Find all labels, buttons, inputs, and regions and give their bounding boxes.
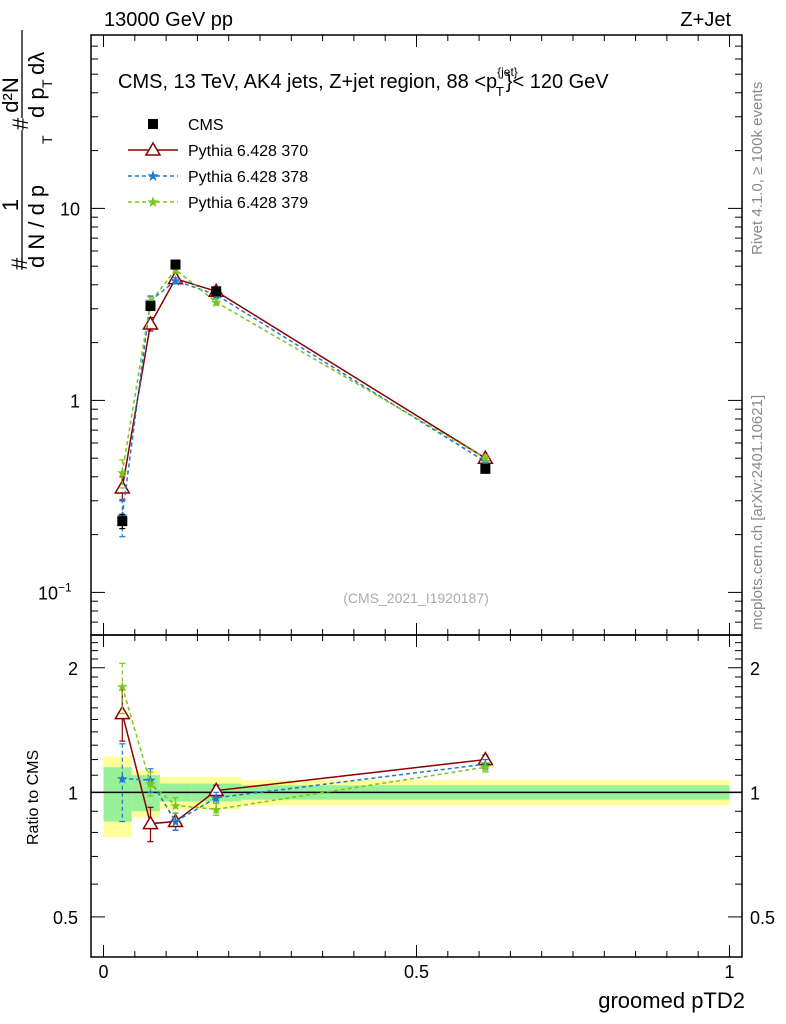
p379-point: ★: [116, 679, 129, 695]
legend-marker-cms: [148, 119, 158, 129]
main-plot-data: ★★★★★★★★★★: [113, 259, 494, 538]
stat-uncertainty-band: [103, 767, 132, 822]
y-tick-label-ratio: 2: [68, 659, 78, 679]
y-tick-label-ratio-right: 0.5: [750, 908, 775, 928]
cms-point: [145, 301, 156, 312]
legend-marker-p379: ★: [146, 194, 159, 211]
main-title: CMS, 13 TeV, AK4 jets, Z+jet region, 88 …: [118, 65, 609, 99]
header-right: Z+Jet: [680, 9, 731, 31]
y-tick-label-main-exp: −1: [58, 580, 72, 594]
cms-point: [170, 259, 181, 270]
x-tick-label: 0: [99, 962, 109, 982]
p379-point: ★: [169, 797, 182, 813]
legend-label-p370: Pythia 6.428 370: [188, 143, 308, 160]
x-tick-label: 0.5: [404, 962, 429, 982]
ylabel-num1: 1: [0, 199, 23, 211]
y-tick-label-main: 10: [38, 583, 58, 603]
legend-marker-p370: [144, 141, 162, 156]
legend-label-cms: CMS: [188, 117, 224, 134]
ratio-y-label: Ratio to CMS: [25, 750, 42, 845]
ylabel-hash2: #: [8, 117, 33, 130]
x-axis-label: groomed pTD2: [598, 988, 745, 1013]
ylabel-sub2: T: [39, 79, 55, 88]
uncertainty-bands: [91, 756, 742, 837]
main-y-label: # 1 d N / d p T # d²N d p T dλ: [0, 30, 55, 270]
title-sup: {jet}: [497, 65, 518, 79]
title-main-part: CMS, 13 TeV, AK4 jets, Z+jet region, 88 …: [118, 71, 497, 93]
p370-point: [142, 815, 159, 830]
p370-line: [121, 277, 486, 489]
ratio-plot-data: ★ ★★★★★★★ ★★: [113, 662, 494, 843]
rivet-label: Rivet 4.1.0, ≥ 100k events: [749, 82, 766, 255]
p378-point: ★: [169, 273, 182, 289]
p378-line: [121, 279, 486, 517]
y-tick-label-ratio: 0.5: [53, 908, 78, 928]
y-tick-label-ratio-right: 1: [750, 783, 760, 803]
ylabel-end2: dλ: [24, 52, 49, 75]
cms-point: [211, 286, 222, 297]
watermark: (CMS_2021_I1920187): [343, 590, 489, 606]
p378-point: ★: [210, 790, 223, 806]
p378-point: ★: [169, 814, 182, 830]
p379-point: ★: [210, 294, 223, 310]
legend-marker-p378: ★: [146, 168, 159, 185]
y-tick-label-ratio: 1: [68, 783, 78, 803]
x-tick-label: 1: [724, 962, 734, 982]
legend-label-p379: Pythia 6.428 379: [188, 195, 308, 212]
title-sub: T: [496, 84, 504, 99]
ylabel-hash1: #: [7, 257, 32, 270]
y-tick-label-ratio-right: 2: [750, 659, 760, 679]
p379-point: ★: [479, 759, 492, 775]
p379-point: ★: [210, 801, 223, 817]
legend-label-p378: Pythia 6.428 378: [188, 169, 308, 186]
header-left: 13000 GeV pp: [104, 9, 233, 31]
p379-point: ★: [144, 776, 157, 792]
y-tick-label-main: 1: [70, 391, 80, 411]
ylabel-den1: d N / d p: [24, 185, 49, 268]
p379-line: [121, 268, 486, 473]
mcplots-label: mcplots.cern.ch [arXiv:2401.10621]: [749, 395, 766, 630]
p379-point: ★: [479, 450, 492, 466]
title-end: }< 120 GeV: [506, 71, 610, 93]
legend: CMS Pythia 6.428 370 ★ Pythia 6.428 378 …: [128, 117, 308, 212]
y-tick-label-main: 10: [60, 199, 80, 219]
ylabel-den2: d p: [24, 87, 49, 118]
ylabel-sub1: T: [39, 135, 55, 144]
ylabel-num2: d²N: [0, 77, 23, 112]
cms-point: [480, 463, 491, 474]
p378-point: ★: [116, 771, 129, 787]
cms-point: [117, 516, 128, 527]
p379-point: ★: [116, 465, 129, 481]
